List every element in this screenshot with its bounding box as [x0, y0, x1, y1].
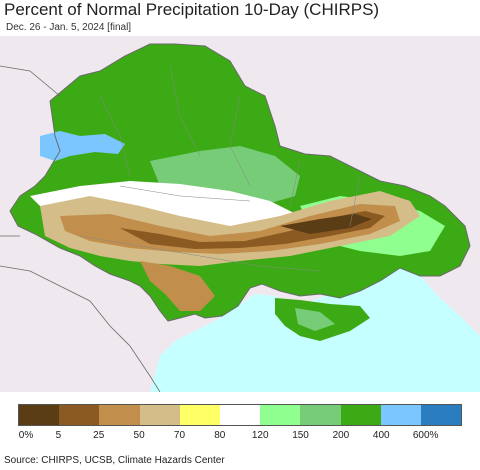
dry-southwest — [140, 261, 215, 311]
legend-swatch — [59, 405, 100, 425]
legend-tick-label: 0% — [18, 430, 34, 441]
wet-area-west — [40, 131, 125, 161]
map-title: Percent of Normal Precipitation 10-Day (… — [4, 0, 380, 19]
legend-swatch — [340, 405, 381, 425]
legend-swatch — [179, 405, 220, 425]
legend-tick-label: 600% — [412, 430, 439, 441]
legend-tick-label: 5 — [55, 430, 62, 441]
legend-swatch — [300, 405, 341, 425]
legend-tick-label: 120 — [251, 430, 269, 441]
legend-swatch — [420, 405, 462, 425]
legend-swatch — [19, 405, 60, 425]
oblast-borders — [79, 65, 361, 272]
legend-swatch — [380, 405, 421, 425]
country-border — [9, 43, 471, 322]
source-credit: Source: CHIRPS, UCSB, Climate Hazards Ce… — [4, 455, 225, 466]
legend-tick-label: 80 — [214, 430, 226, 441]
legend-tick-label: 50 — [133, 430, 145, 441]
crimea-light — [295, 308, 335, 331]
legend-tick-label: 200 — [332, 430, 350, 441]
dry-belt-dark — [120, 211, 385, 249]
legend-tick-label: 400 — [372, 430, 390, 441]
legend-tick-label: 150 — [292, 430, 309, 441]
dry-belt-medium — [60, 204, 400, 254]
precipitation-map — [0, 36, 480, 392]
date-range-subtitle: Dec. 26 - Jan. 5, 2024 [final] — [6, 22, 132, 33]
legend-swatch — [260, 405, 301, 425]
color-legend — [18, 404, 462, 426]
legend-swatch — [99, 405, 140, 425]
neighbor-border-north — [0, 65, 161, 392]
legend-tick-label: 70 — [173, 430, 186, 441]
legend-ticks: 0% 5 25 50 70 80 120 150 200 400 600% — [0, 430, 480, 444]
legend-swatch — [139, 405, 180, 425]
dry-core — [280, 214, 372, 234]
legend-swatch — [219, 405, 261, 425]
legend-tick-label: 25 — [93, 430, 105, 441]
